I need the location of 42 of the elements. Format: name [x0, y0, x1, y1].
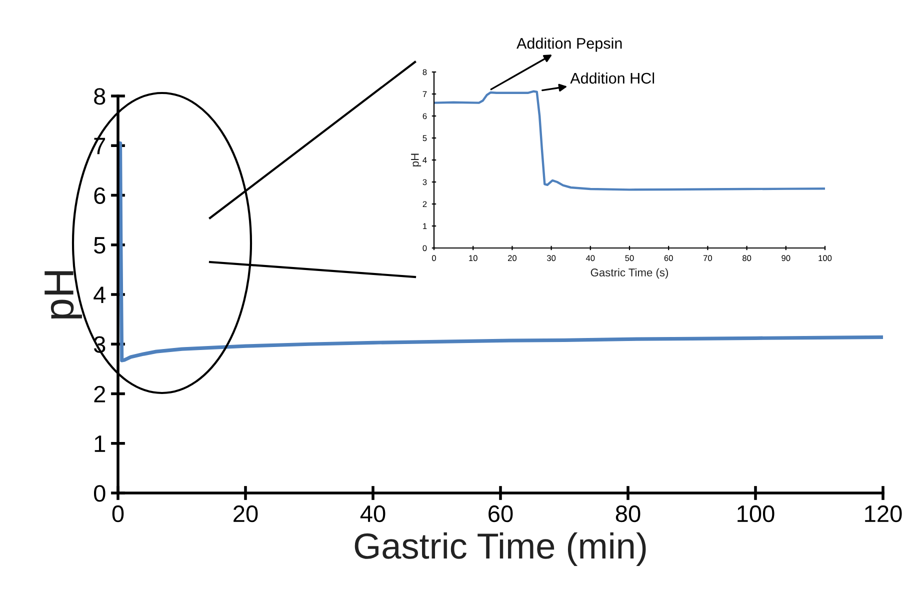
x-tick-label: 60: [488, 505, 513, 522]
y-tick-label: 1: [94, 436, 106, 452]
y-tick-label: 8: [94, 88, 106, 105]
y-axis-title: pH: [44, 271, 82, 318]
x-axis-title: Gastric Time (min): [354, 532, 646, 566]
y-tick-label: 8: [422, 69, 427, 76]
x-tick-label: 30: [546, 255, 556, 262]
y-tick-label: 7: [422, 91, 427, 98]
x-tick-label: 0: [112, 505, 124, 522]
x-tick-label: 50: [625, 255, 634, 262]
x-tick-label: 40: [360, 505, 386, 522]
x-tick-label: 20: [508, 255, 517, 262]
line-series: [434, 90, 825, 191]
x-tick-label: 60: [664, 255, 673, 262]
x-tick-label: 40: [586, 255, 595, 262]
x-tick-label: 10: [469, 255, 478, 262]
y-tick-label: 2: [94, 386, 106, 402]
annotation: Addition HCl: [570, 72, 654, 84]
x-tick-label: 100: [738, 505, 774, 522]
x-tick-label: 70: [703, 255, 712, 262]
y-tick-label: 4: [94, 286, 106, 304]
y-tick-label: 1: [423, 223, 427, 230]
x-tick-label: 0: [432, 255, 436, 262]
x-tick-label: 80: [616, 505, 640, 522]
x-tick-label: 120: [865, 505, 902, 522]
x-tick-label: 80: [742, 255, 752, 262]
y-axis-title: pH: [411, 154, 422, 166]
y-tick-label: 6: [422, 113, 427, 120]
x-tick-label: 100: [818, 255, 832, 262]
y-tick-label: 4: [422, 157, 427, 164]
x-tick-label: 90: [782, 255, 790, 262]
annotation: Addition Pepsin: [516, 38, 622, 52]
x-axis-title: Gastric Time (s): [590, 268, 668, 279]
y-tick-label: 5: [422, 135, 427, 142]
y-tick-label: 5: [94, 237, 106, 254]
y-tick-label: 2: [422, 201, 427, 208]
y-tick-label: 6: [94, 187, 106, 204]
y-tick-label: 3: [422, 179, 427, 186]
x-tick-label: 20: [234, 505, 258, 522]
y-tick-label: 0: [94, 485, 106, 502]
y-tick-label: 0: [422, 245, 427, 252]
line-series: [118, 141, 883, 362]
